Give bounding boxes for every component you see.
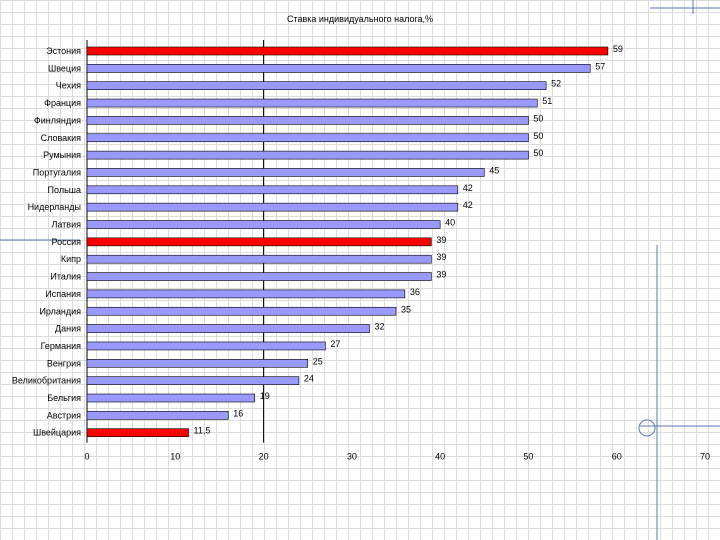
category-label: Германия (41, 341, 81, 351)
bar (86, 81, 547, 90)
category-label: Финляндия (34, 115, 81, 125)
value-label: 27 (330, 339, 340, 349)
bar (86, 428, 189, 438)
category-label: Испания (45, 289, 81, 299)
bar (86, 341, 326, 351)
category-label: Португалия (33, 167, 81, 177)
value-label: 45 (489, 165, 499, 175)
plot-area: 0 10 20 30 40 50 60 70 Эстония 59 Швеция 57 Чехия 52 Ф… (12, 40, 710, 462)
value-label: 40 (445, 218, 455, 228)
category-label: Латвия (51, 220, 81, 230)
value-label: 57 (595, 61, 605, 71)
bar (86, 150, 529, 160)
category-label: Россия (51, 237, 81, 247)
category-label: Италия (50, 272, 81, 282)
x-tick-label: 20 (259, 452, 269, 462)
category-label: Бельгия (47, 393, 81, 403)
category-label: Чехия (56, 81, 81, 91)
value-label: 51 (542, 96, 552, 106)
category-label: Кипр (61, 254, 81, 264)
value-label: 16 (233, 408, 243, 418)
category-label: Дания (55, 324, 81, 334)
bar (86, 306, 397, 316)
category-label: Словакия (41, 133, 82, 143)
value-label: 35 (401, 304, 411, 314)
bar (86, 289, 406, 299)
category-label: Швейцария (33, 428, 81, 438)
bar (86, 411, 229, 420)
value-label: 19 (260, 391, 270, 401)
category-label: Австрия (47, 410, 81, 420)
category-label: Швеция (48, 63, 81, 73)
value-label: 36 (410, 287, 420, 297)
value-label: 39 (436, 270, 446, 280)
bar (86, 133, 529, 143)
value-label: 59 (613, 44, 623, 54)
value-label: 11,5 (194, 426, 211, 436)
value-label: 32 (375, 322, 385, 332)
x-tick-label: 50 (523, 452, 533, 462)
bar (86, 358, 309, 368)
x-tick-label: 10 (170, 452, 180, 462)
bar (86, 168, 485, 177)
category-label: Венгрия (47, 358, 81, 368)
bar (86, 237, 432, 247)
bar (86, 202, 459, 212)
category-label: Великобритания (12, 376, 81, 386)
chart-title: Ставка индивидуального налога,% (287, 14, 433, 24)
category-label: Франция (44, 98, 81, 108)
bar (86, 185, 459, 195)
value-label: 50 (533, 148, 543, 158)
bar (86, 46, 609, 56)
category-label: Румыния (43, 150, 81, 160)
category-label: Польша (48, 185, 81, 195)
value-label: 42 (463, 183, 473, 193)
category-label: Эстония (46, 46, 81, 56)
bar (86, 393, 256, 403)
bar (86, 272, 432, 281)
x-tick-label: 40 (435, 452, 445, 462)
x-tick-label: 70 (700, 452, 710, 462)
deco-circle (638, 419, 656, 437)
x-tick-label: 60 (612, 452, 622, 462)
value-label: 52 (551, 79, 561, 89)
value-label: 39 (436, 235, 446, 245)
bar (86, 116, 529, 125)
value-label: 50 (533, 131, 543, 141)
value-label: 39 (436, 252, 446, 262)
bar (86, 64, 591, 73)
category-label: Ирландия (39, 306, 81, 316)
bar (86, 376, 300, 385)
value-label: 24 (304, 374, 314, 384)
value-label: 42 (463, 200, 473, 210)
bar (86, 324, 370, 333)
bar (86, 254, 432, 264)
x-tick-label: 0 (84, 452, 89, 462)
bar (86, 220, 441, 229)
bar (86, 98, 538, 108)
category-label: Нидерланды (28, 202, 81, 212)
value-label: 25 (313, 356, 323, 366)
x-tick-label: 30 (347, 452, 357, 462)
value-label: 50 (533, 113, 543, 123)
